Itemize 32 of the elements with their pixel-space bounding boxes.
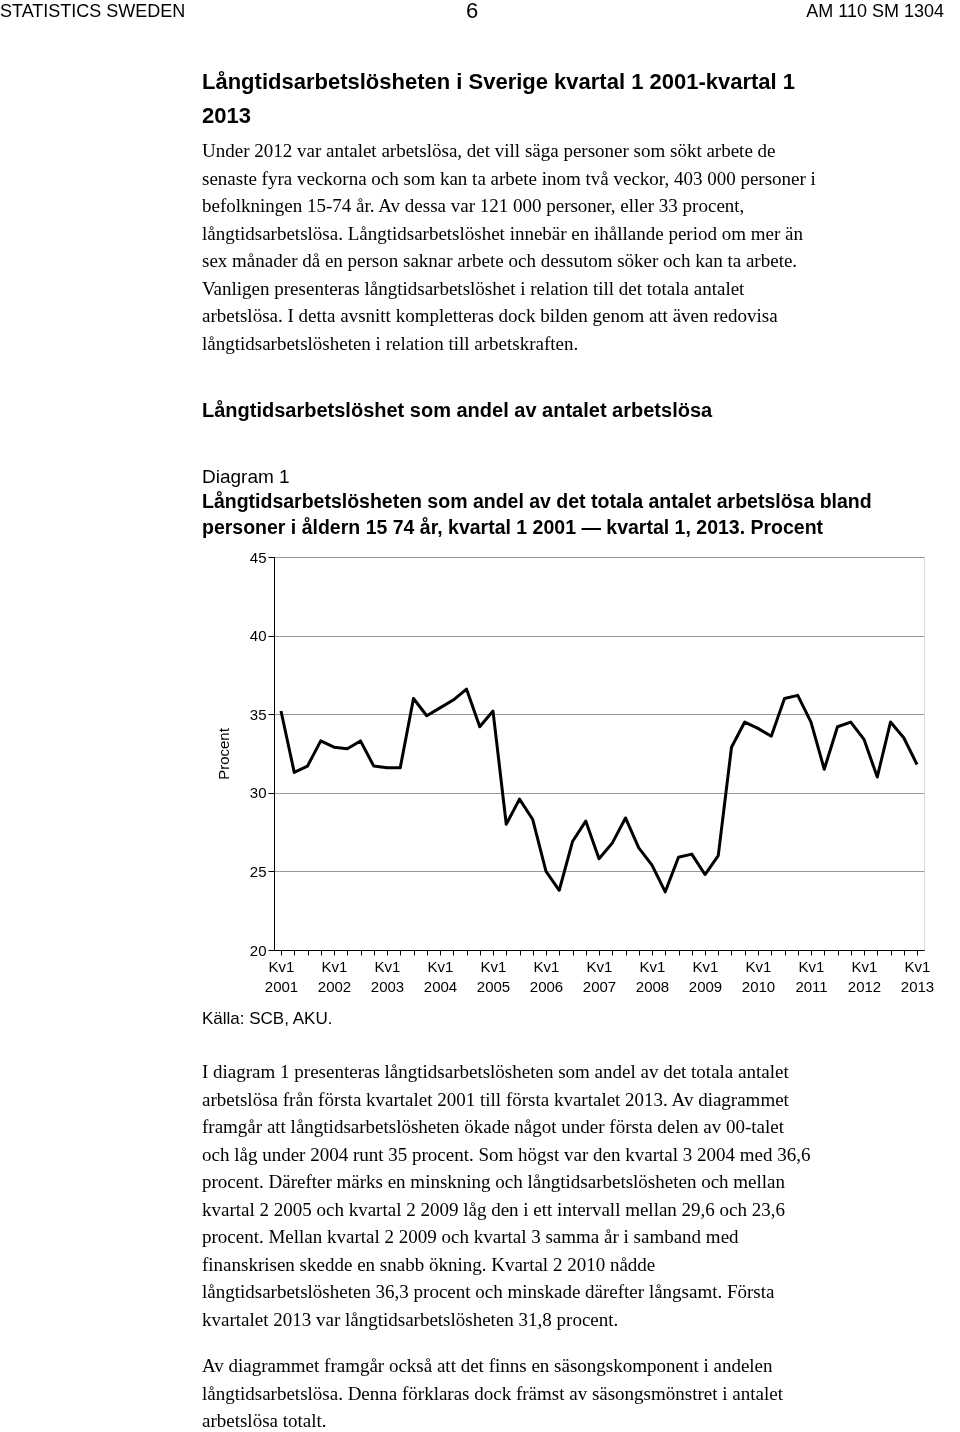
x-tick-label: Kv1 2009	[688, 957, 723, 995]
chart-subtitle: Diagram 1	[202, 466, 290, 487]
text: AM 110 SM 1304	[806, 1, 944, 21]
x-tick-label: Kv1 2007	[582, 957, 617, 995]
x-tick-label: Kv1 2001	[264, 957, 299, 995]
text: 6	[465, 0, 479, 23]
x-tick-label: Kv1 2004	[423, 957, 458, 995]
x-tick-label: Kv1 2003	[370, 957, 405, 995]
x-tick-label: Kv1 2008	[635, 957, 670, 995]
text: Långtidsarbetslöshet som andel av antalet arbetslösa	[202, 399, 714, 421]
y-tick-label: 20	[249, 941, 267, 959]
x-tick-label: Kv1 2013	[900, 957, 935, 995]
x-tick-label: Kv1 2005	[476, 957, 511, 995]
y-tick-label: 25	[249, 862, 267, 880]
y-tick-label: 45	[249, 548, 267, 566]
x-tick-label: Kv1 2010	[741, 957, 776, 995]
text: STATISTICS SWEDEN	[0, 1, 186, 21]
line-series	[279, 687, 919, 894]
y-axis-title: Procent	[214, 727, 232, 780]
x-tick-label: Kv1 2011	[795, 957, 828, 995]
y-tick-label: 40	[249, 627, 267, 645]
text: Under 2012 var antalet arbetslösa, det vill säga personer som sökt arbete de senaste fyra veckorna och som kan ta arbete inom två veckor, 403 000 personer i befolkningen 15-74 år. Av dessa var 121 000 personer, eller 33 procent, långtidsarbetslösa. Långtidsarbetslöshet innebär en ihållande period om mer än sex månader då en person saknar arbete och dessutom söker och kan ta arbete. Vanligen presenteras långtidsarbetslöshet i relation till det totala antalet arbetslösa. I detta avsnitt kompletteras dock bilden genom att även redovisa långtidsarbetslösheten i relation till arbetskraften.	[202, 140, 816, 354]
y-tick-label: 35	[249, 705, 267, 723]
y-tick-label: 30	[249, 784, 267, 802]
text: Långtidsarbetslösheten i Sverige kvartal 1 2001-kvartal 1 2013	[202, 69, 796, 128]
text: Källa: SCB, AKU.	[202, 1009, 333, 1028]
text: Av diagrammet framgår också att det finns en säsongskomponent i andelen långtidsarbetslösa. Denna förklaras dock främst av säsongsmönstret i antalet arbetslösa totalt.	[202, 1355, 784, 1431]
x-tick-label: Kv1 2012	[847, 957, 882, 995]
x-tick-label: Kv1 2002	[317, 957, 352, 995]
text: I diagram 1 presenteras långtidsarbetslösheten som andel av det totala antalet arbetslösa från första kvartalet 2001 till första kvartalet 2013. Av diagrammet framgår att långtidsarbetslösheten ökade något under första delen av 00-talet och låg under 2004 runt 35 procent. Som högst var den kvartal 3 2004 med 36,6 procent. Därefter märks en minskning och långtidsarbetslösheten och mellan kvartal 2 2005 och kvartal 2 2009 låg den i ett intervall mellan 29,6 och 23,6 procent. Mellan kvartal 2 2009 och kvartal 3 samma år i samband med finanskrisen skedde en snabb ökning. Kvartal 2 2010 nådde långtidsarbetslösheten 36,3 procent och minskade därefter långsamt. Första kvartalet 2013 var långtidsarbetslösheten 31,8 procent.	[202, 1061, 811, 1330]
chart-title: Långtidsarbetslösheten som andel av det totala antalet arbetslösa bland personer i åldern 15 74 år, kvartal 1 2001 — kvartal 1, 2013. Procent	[202, 490, 872, 538]
x-tick-label: Kv1 2006	[529, 957, 564, 995]
